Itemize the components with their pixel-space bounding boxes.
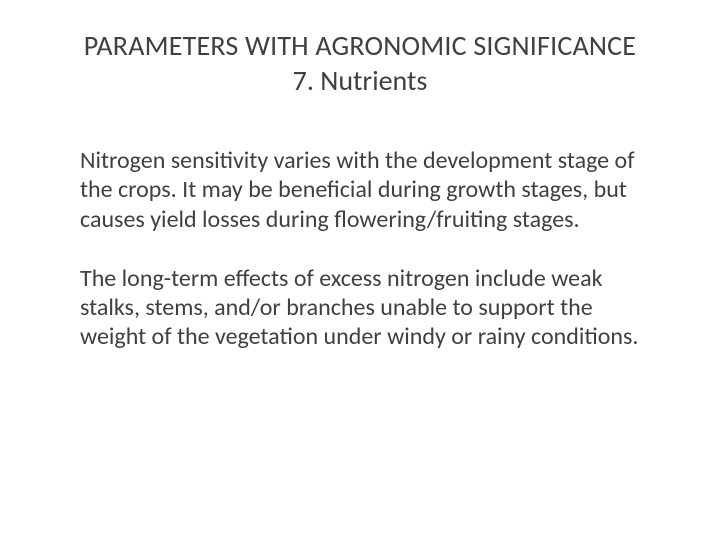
paragraph-2: The long-term effects of excess nitrogen… <box>80 264 650 352</box>
slide-container: PARAMETERS WITH AGRONOMIC SIGNIFICANCE 7… <box>0 0 720 540</box>
title-block: PARAMETERS WITH AGRONOMIC SIGNIFICANCE 7… <box>50 28 670 98</box>
title-line-1: PARAMETERS WITH AGRONOMIC SIGNIFICANCE <box>50 28 670 63</box>
body-content: Nitrogen sensitivity varies with the dev… <box>50 146 670 352</box>
paragraph-1: Nitrogen sensitivity varies with the dev… <box>80 146 650 234</box>
title-line-2: 7. Nutrients <box>50 63 670 98</box>
